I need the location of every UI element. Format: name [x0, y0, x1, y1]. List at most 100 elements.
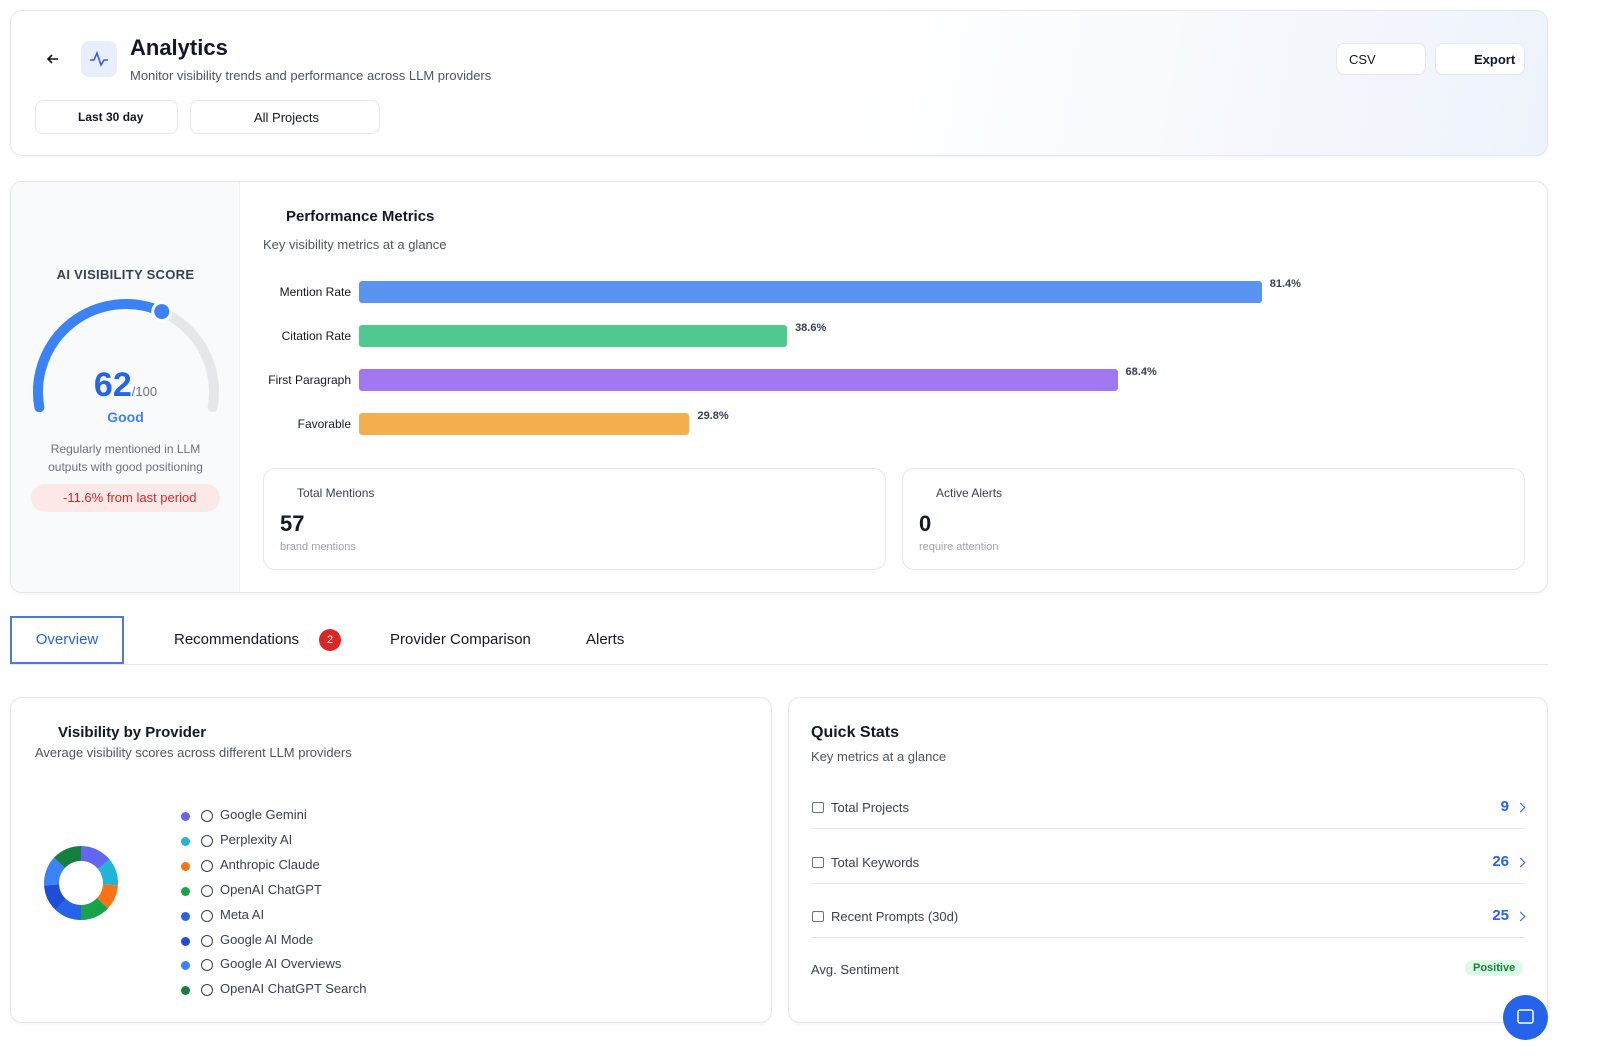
legend-dot — [181, 911, 190, 921]
score-value: 62 — [93, 366, 132, 404]
bar-label: First Paragraph — [268, 373, 351, 387]
metrics-card: AI VISIBILITY SCORE 62/100 Good Regularl… — [10, 181, 1548, 593]
tabs-line — [10, 664, 1548, 665]
quick-stats-title: Quick Stats — [811, 724, 900, 741]
export-text: Export — [1474, 51, 1516, 67]
score-label: AI VISIBILITY SCORE — [56, 267, 195, 282]
legend-label: OpenAI ChatGPT Search — [220, 981, 367, 997]
mentions-card: Total Mentions 57 brand mentions — [263, 468, 886, 570]
provider-card: Visibility by Provider Average visibilit… — [10, 697, 772, 1023]
legend-label: Google AI Overviews — [220, 956, 342, 972]
format-select[interactable]: CSV — [1336, 43, 1426, 75]
bar — [359, 325, 788, 347]
legend-label: Google AI Mode — [220, 931, 314, 947]
tab[interactable]: Recommendations — [174, 631, 300, 648]
donut-segment — [44, 883, 67, 910]
quick-stats-card: Quick Stats Key metrics at a glance Tota… — [788, 697, 1548, 1023]
score-value-row: 62/100 — [11, 366, 240, 405]
tab[interactable]: Provider Comparison — [390, 631, 531, 648]
back-button[interactable] — [45, 51, 61, 67]
legend-icon — [201, 909, 213, 922]
score-rating: Good — [107, 409, 144, 425]
provider-subtitle: Average visibility scores across differe… — [35, 745, 352, 760]
bar-label: Favorable — [297, 417, 351, 431]
tab-badge: 2 — [319, 629, 341, 651]
format-text: CSV — [1349, 51, 1376, 67]
stat-arrow — [1515, 802, 1526, 813]
donut-segment — [80, 846, 110, 870]
legend-icon — [201, 959, 213, 972]
donut-segment — [54, 846, 82, 869]
performance-subtitle: Key visibility metrics at a glance — [263, 237, 447, 252]
legend-dot — [181, 886, 190, 896]
stat-value: 26 — [1492, 852, 1509, 870]
project-filter-text: All Projects — [254, 109, 320, 125]
legend-icon — [201, 810, 213, 822]
score-change-text: -11.6% from last period — [63, 490, 197, 505]
bar — [359, 281, 1262, 303]
legend-icon — [201, 984, 213, 997]
card-label: Total Mentions — [297, 486, 375, 500]
stat-separator — [811, 937, 1525, 938]
legend-label: Anthropic Claude — [220, 856, 320, 872]
legend-label: OpenAI ChatGPT — [220, 881, 322, 897]
export-button[interactable]: Export — [1435, 43, 1525, 75]
donut-segment — [44, 857, 66, 886]
bar-value-label: 38.6% — [795, 322, 827, 334]
stat-label: Total Projects — [831, 800, 910, 815]
bar-value-label: 29.8% — [697, 410, 729, 422]
donut-segment — [55, 898, 82, 920]
stat-label: Total Keywords — [831, 854, 920, 870]
score-max: /100 — [131, 384, 158, 399]
legend-icon — [201, 884, 213, 897]
analytics-icon — [81, 41, 117, 77]
stat-icon — [812, 802, 824, 813]
bar-label: Citation Rate — [281, 329, 351, 343]
tab[interactable]: Alerts — [586, 631, 625, 648]
stat-icon — [812, 856, 824, 868]
project-filter[interactable]: All Projects — [190, 100, 380, 134]
stat-separator — [811, 828, 1525, 829]
stat-value: 25 — [1492, 907, 1509, 924]
tab-active[interactable]: Overview — [10, 616, 124, 664]
card-label: Active Alerts — [936, 486, 1003, 500]
bar-label: Mention Rate — [279, 285, 351, 299]
legend-label: Meta AI — [220, 906, 265, 922]
subtitle: Monitor visibility trends and performanc… — [130, 68, 492, 83]
stat-arrow — [1515, 857, 1526, 867]
performance-title: Performance Metrics — [286, 208, 435, 225]
card-value: 57 — [280, 511, 305, 536]
stat-arrow — [1515, 911, 1526, 922]
stat-label: Recent Prompts (30d) — [831, 909, 959, 924]
stat-separator — [811, 882, 1525, 884]
legend-icon — [201, 934, 213, 947]
date-filter[interactable]: Last 30 day — [35, 100, 178, 134]
card-sub: brand mentions — [280, 541, 356, 553]
card-sub: require attention — [919, 541, 999, 553]
header: Analytics Monitor visibility trends and … — [10, 10, 1548, 156]
donut — [44, 846, 118, 920]
legend-dot — [181, 961, 190, 971]
legend-dot — [181, 936, 190, 946]
legend-dot — [181, 812, 190, 821]
quick-stats-subtitle: Key metrics at a glance — [811, 749, 947, 764]
score-change: -11.6% from last period — [31, 484, 220, 512]
legend-label: Google Gemini — [220, 807, 307, 822]
legend-label: Perplexity AI — [220, 831, 293, 847]
donut-segment — [80, 897, 108, 920]
alerts-card: Active Alerts 0 require attention — [902, 468, 1525, 570]
sentiment-badge: Positive — [1465, 960, 1524, 976]
legend-dot — [181, 986, 190, 996]
title: Analytics — [130, 35, 228, 60]
bar — [359, 413, 690, 435]
provider-title: Visibility by Provider — [58, 724, 207, 741]
bar — [359, 369, 1118, 391]
bar-value-label: 68.4% — [1125, 366, 1157, 378]
chat-button[interactable] — [1503, 995, 1548, 1040]
date-filter-text: Last 30 day — [78, 110, 144, 124]
legend-icon — [201, 834, 213, 847]
stat-icon — [812, 911, 824, 922]
sentiment-label: Avg. Sentiment — [811, 962, 899, 977]
card-value: 0 — [919, 511, 932, 536]
